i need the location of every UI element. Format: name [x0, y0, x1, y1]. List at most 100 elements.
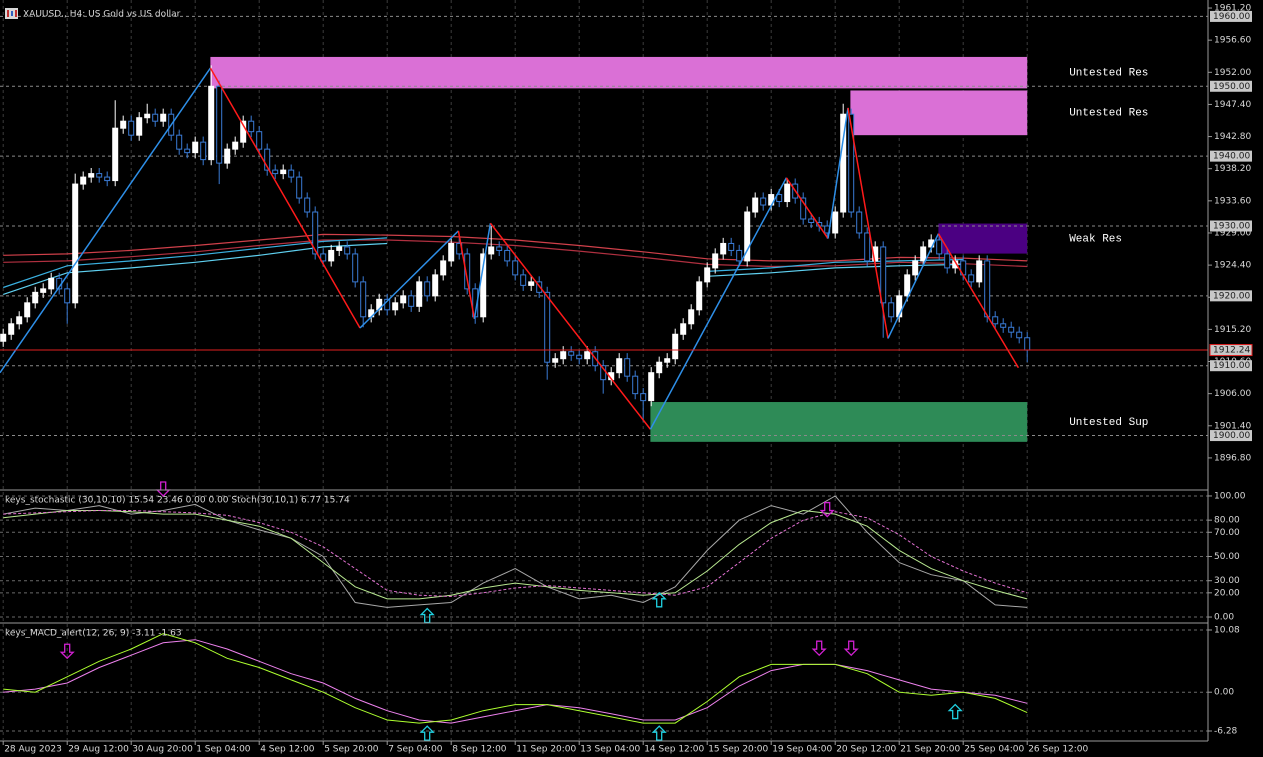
candle-body — [648, 372, 655, 402]
candle-body — [48, 277, 55, 290]
candle-body — [176, 134, 183, 150]
candle-body — [624, 358, 631, 377]
x-tick-label: 29 Aug 12:00 — [68, 745, 129, 755]
candle-body — [832, 211, 839, 234]
x-tick-label: 28 Aug 2023 — [4, 745, 62, 755]
candle-body — [488, 246, 495, 255]
zigzag-leg — [649, 177, 788, 430]
zigzag-leg — [887, 233, 940, 339]
y-tick-label: 70.00 — [1214, 528, 1240, 538]
level-box — [1210, 10, 1252, 22]
candle-body — [64, 288, 71, 304]
x-tick-label: 1 Sep 04:00 — [196, 745, 251, 755]
zigzag-leg — [473, 223, 492, 320]
x-tick-label: 21 Sep 20:00 — [900, 745, 960, 755]
candle-body — [440, 260, 447, 276]
candle-body — [944, 253, 951, 269]
candle-body — [736, 249, 743, 262]
candle-body — [328, 249, 335, 262]
y-tick-label: 1929.00 — [1214, 228, 1251, 238]
y-tick-label: -6.28 — [1214, 726, 1238, 736]
candle-body — [464, 253, 471, 290]
signal-down — [59, 643, 75, 660]
x-tick-label: 15 Sep 20:00 — [708, 745, 768, 755]
candle-body — [888, 302, 895, 318]
candle-body — [720, 242, 727, 255]
x-tick-label: 13 Sep 04:00 — [580, 745, 640, 755]
candle-body — [96, 173, 103, 178]
candle-body — [264, 148, 271, 171]
candle-body — [560, 351, 567, 360]
moving-average — [3, 239, 1028, 268]
zigzag-leg — [785, 177, 829, 239]
level-label: 1940.00 — [1213, 152, 1250, 162]
candle-body — [848, 113, 855, 213]
y-tick-label: 1901.40 — [1214, 421, 1251, 431]
candle-body — [392, 302, 399, 311]
candle-body — [632, 375, 639, 395]
candle-body — [144, 113, 151, 119]
candle-body — [408, 295, 415, 307]
candle-body — [800, 197, 807, 220]
y-tick-label: 1906.00 — [1214, 389, 1251, 399]
candle-body — [912, 260, 919, 276]
level-box — [1210, 430, 1252, 442]
candle-body — [784, 183, 791, 203]
symbol-icon — [5, 8, 18, 19]
candle-body — [640, 393, 647, 402]
candle-body — [656, 361, 663, 374]
candle-body — [88, 173, 95, 178]
candle-body — [752, 197, 759, 213]
moving-average — [3, 242, 964, 295]
candle-body — [880, 246, 887, 304]
stochastic-title: keys_stochastic (30,10,10) 15.54 23.46 0… — [5, 496, 350, 506]
candle-body — [304, 197, 311, 213]
candle-body — [936, 239, 943, 255]
candle-body — [520, 274, 527, 286]
candle-body — [272, 169, 279, 175]
signal-down — [811, 640, 827, 657]
candle-body — [856, 211, 863, 234]
candle-body — [288, 169, 295, 178]
zone — [210, 56, 1028, 89]
candle-body — [568, 351, 575, 356]
candle-body — [256, 131, 263, 150]
y-tick-label: 10.08 — [1214, 625, 1240, 635]
candle-body — [672, 333, 679, 360]
y-tick-label: 0.00 — [1214, 613, 1234, 623]
candle-body — [528, 281, 535, 286]
level-label: 1960.00 — [1213, 12, 1250, 22]
macd-title: keys_MACD_alert(12, 26, 9) -3.11 -1.63 — [5, 629, 182, 639]
indicator-line — [3, 509, 1028, 600]
candle-body — [320, 253, 327, 262]
x-tick-label: 25 Sep 04:00 — [964, 745, 1024, 755]
level-box — [1210, 360, 1252, 372]
zone-label: Untested Res — [1069, 108, 1148, 120]
signal-up — [651, 725, 667, 741]
x-tick-label: 20 Sep 12:00 — [836, 745, 896, 755]
candle-body — [552, 358, 559, 363]
y-tick-label: 0.00 — [1214, 688, 1234, 698]
candle-body — [16, 316, 23, 325]
candle-body — [240, 120, 247, 143]
candle-body — [112, 127, 119, 182]
candle-body — [776, 194, 783, 203]
candle-body — [104, 176, 111, 182]
level-box — [1210, 80, 1252, 92]
zone — [850, 90, 1028, 136]
candle-body — [904, 274, 911, 297]
candle-body — [360, 281, 367, 318]
candle-body — [1016, 331, 1023, 339]
zone-label: Untested Sup — [1069, 417, 1148, 429]
y-tick-label: 1896.80 — [1214, 453, 1251, 463]
candle-body — [760, 197, 767, 206]
candle-body — [152, 113, 159, 122]
x-tick-label: 14 Sep 12:00 — [644, 745, 704, 755]
candle-body — [416, 281, 423, 307]
level-box — [1210, 290, 1252, 302]
candle-body — [200, 141, 207, 161]
candle-body — [128, 120, 135, 136]
candle-body — [840, 113, 847, 213]
level-box — [1210, 220, 1252, 232]
moving-average — [3, 233, 1028, 262]
